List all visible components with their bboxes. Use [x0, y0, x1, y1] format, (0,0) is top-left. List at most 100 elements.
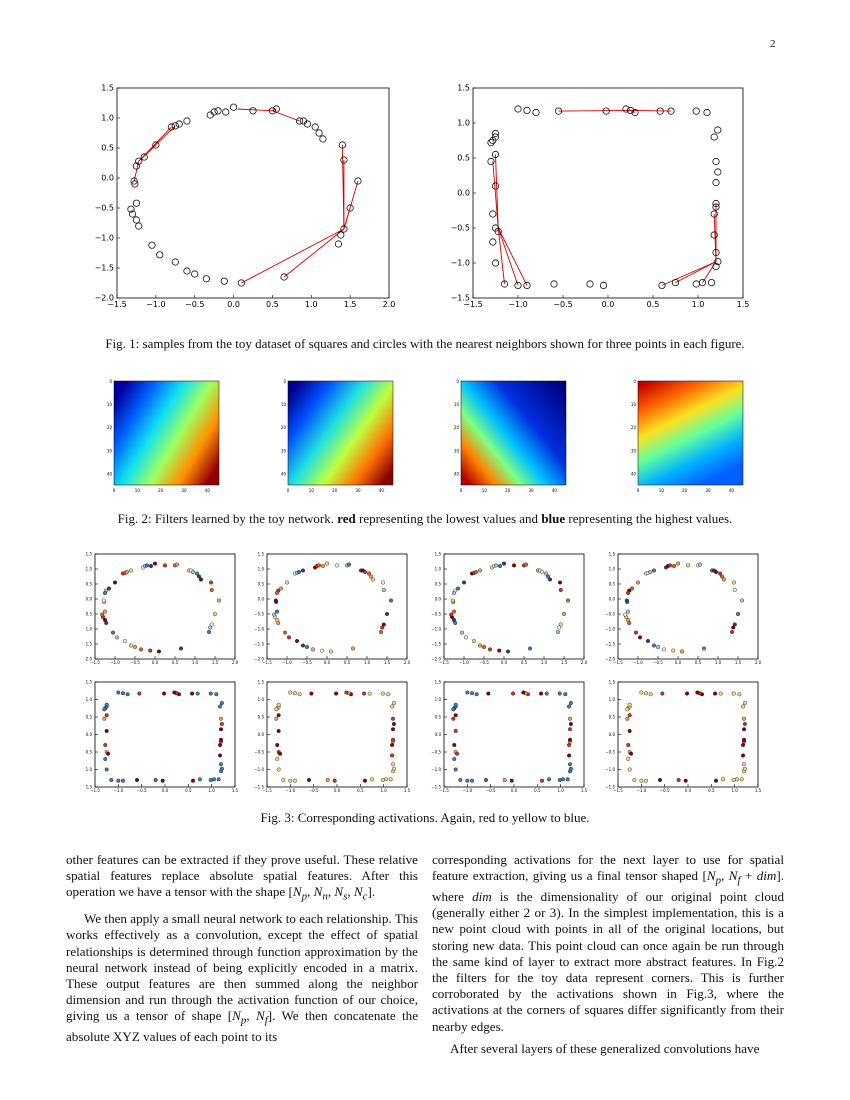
data-point	[194, 571, 199, 576]
data-point	[297, 692, 302, 697]
y-tick-label: −1.0	[431, 767, 441, 772]
data-point	[735, 777, 740, 782]
data-point	[202, 275, 210, 283]
data-point	[567, 742, 572, 747]
data-point	[713, 691, 718, 696]
x-tick-label: −1.5	[262, 788, 272, 793]
x-tick-label: 10	[135, 488, 141, 493]
data-point	[101, 598, 106, 603]
data-point	[638, 635, 643, 640]
data-point	[742, 762, 747, 767]
data-point	[567, 704, 572, 709]
data-point	[303, 120, 311, 128]
data-point	[216, 777, 221, 782]
data-point	[276, 713, 281, 718]
data-point	[219, 766, 224, 771]
data-point	[539, 691, 544, 696]
x-tick-label: 0	[460, 488, 463, 493]
data-point	[367, 571, 372, 576]
data-point	[388, 777, 393, 782]
data-point	[464, 635, 469, 640]
x-tick-label: −1.0	[110, 660, 120, 665]
data-point	[656, 644, 661, 649]
data-point	[125, 570, 130, 575]
neighbor-edge	[497, 227, 519, 286]
x-tick-label: 0	[113, 488, 116, 493]
x-tick-label: −1.0	[146, 300, 165, 309]
data-point	[648, 692, 653, 697]
data-point	[630, 586, 635, 591]
data-point	[391, 716, 396, 721]
data-point	[712, 203, 720, 211]
data-point	[278, 586, 283, 591]
data-point	[489, 238, 497, 246]
x-tick-label: −1.5	[262, 660, 272, 665]
x-tick-label: 0.0	[602, 300, 615, 309]
left-paragraph-1: other features can be extracted if they …	[66, 852, 418, 904]
data-point	[634, 630, 639, 635]
data-point	[686, 563, 691, 568]
x-tick-label: 0.0	[324, 660, 331, 665]
y-tick-label: 1.5	[435, 679, 442, 684]
left-paragraph-2: We then apply a small neural network to …	[66, 911, 419, 1045]
data-point	[273, 598, 278, 603]
fig2-caption-red: red	[337, 511, 356, 526]
y-tick-label: 0.5	[457, 154, 470, 163]
data-point	[720, 574, 725, 579]
data-point	[523, 106, 531, 114]
neighbor-edge	[630, 109, 672, 112]
data-point	[190, 570, 195, 575]
y-tick-label: −0.5	[95, 204, 114, 213]
data-point	[502, 561, 507, 566]
data-point	[104, 702, 109, 707]
data-point	[216, 598, 221, 603]
y-tick-label: 20	[107, 425, 113, 430]
data-point	[528, 646, 533, 651]
x-tick-label: 0	[287, 488, 290, 493]
data-point	[532, 108, 540, 117]
data-point	[667, 107, 675, 115]
data-point	[458, 777, 463, 782]
data-point	[218, 753, 223, 758]
x-tick-label: 0.5	[534, 788, 541, 793]
x-tick-label: 40	[729, 488, 735, 493]
x-tick-label: −1.0	[508, 300, 527, 309]
data-point	[282, 630, 287, 635]
x-tick-label: 1.5	[735, 660, 742, 665]
data-point	[195, 691, 200, 696]
x-tick-label: 0.5	[357, 788, 364, 793]
x-tick-label: 30	[705, 488, 711, 493]
data-point	[128, 210, 137, 218]
data-point	[491, 259, 500, 267]
data-point	[115, 635, 120, 640]
data-point	[731, 625, 736, 630]
y-tick-label: 1.0	[258, 566, 265, 571]
data-point	[514, 281, 522, 289]
data-point	[568, 737, 573, 742]
y-tick-label: −1.0	[431, 626, 441, 631]
neighbor-edge	[497, 227, 528, 286]
data-point	[450, 598, 455, 603]
y-tick-label: 1.5	[609, 551, 616, 556]
data-point	[325, 777, 330, 782]
data-point	[714, 126, 722, 134]
right-p1-end: is the dimensionality of our original po…	[432, 889, 785, 1034]
x-tick-label: 1.0	[380, 788, 387, 793]
dim-symbol-2: dim	[472, 889, 492, 905]
y-tick-label: 1.0	[435, 697, 442, 702]
x-tick-label: 0.5	[172, 660, 179, 665]
y-tick-label: −0.5	[85, 611, 92, 616]
filter-heatmap	[460, 380, 567, 486]
x-tick-label: 2.0	[383, 300, 396, 309]
y-tick-label: 30	[107, 448, 113, 453]
data-point	[156, 251, 164, 259]
y-tick-label: −1.5	[431, 641, 441, 646]
neighbor-edge	[237, 108, 273, 112]
x-tick-label: 0.5	[695, 660, 702, 665]
data-point	[363, 778, 368, 783]
data-point	[288, 778, 293, 783]
data-point	[316, 563, 321, 568]
data-point	[544, 571, 549, 576]
plot-frame	[443, 553, 585, 660]
data-point	[685, 691, 690, 696]
